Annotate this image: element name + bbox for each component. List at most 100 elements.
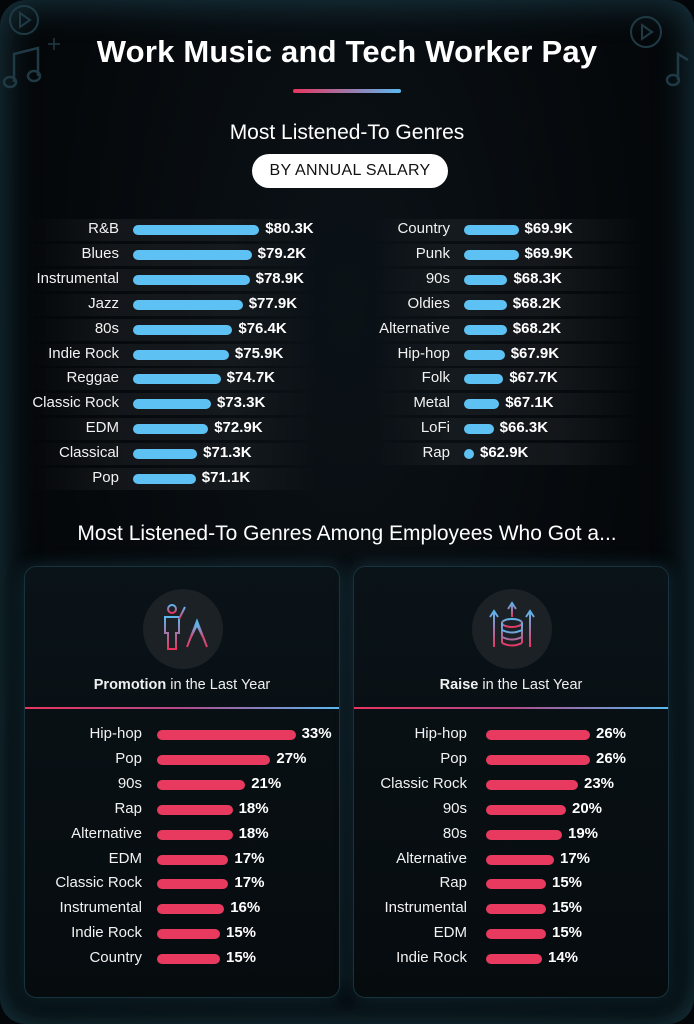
salary-row: Blues $79.2K xyxy=(28,243,318,266)
genre-label: Jazz xyxy=(88,294,119,312)
row-background xyxy=(372,318,644,341)
salary-bar xyxy=(133,449,198,460)
salary-bar xyxy=(464,249,519,260)
row-background xyxy=(372,343,644,366)
row-background xyxy=(372,393,644,416)
genre-label: Instrumental xyxy=(36,269,119,287)
genre-label: 90s xyxy=(117,774,142,792)
percent-bar xyxy=(486,929,546,940)
genre-label: Rap xyxy=(422,444,450,462)
genre-label: 80s xyxy=(94,319,119,337)
sparkle-icon xyxy=(48,38,60,50)
salary-value: $68.3K xyxy=(513,269,562,287)
percent-value: 33% xyxy=(301,725,332,742)
raise-divider xyxy=(354,707,668,709)
salary-bar xyxy=(464,449,474,460)
percent-bar xyxy=(157,804,233,815)
percent-value: 21% xyxy=(251,774,282,792)
salary-bar xyxy=(133,374,221,385)
genre-label: Indie Rock xyxy=(48,344,119,362)
percent-bar xyxy=(157,904,225,915)
genre-label: Hip-hop xyxy=(397,344,450,362)
salary-row: Pop $71.1K xyxy=(28,468,318,490)
percent-value: 19% xyxy=(568,824,599,842)
salary-pill: BY ANNUAL SALARY xyxy=(252,154,448,188)
genre-label: Rap xyxy=(114,799,142,817)
genre-label: Classical xyxy=(58,444,119,462)
salary-row: Alternative $68.2K xyxy=(372,318,644,341)
genre-label: Country xyxy=(397,220,450,237)
salary-value: $62.9K xyxy=(480,444,529,462)
salary-bar xyxy=(133,424,209,435)
salary-bar xyxy=(133,324,233,335)
salary-bar xyxy=(464,299,507,310)
salary-row: Oldies $68.2K xyxy=(372,293,644,316)
play-circle-icon xyxy=(9,5,39,35)
percent-bar xyxy=(486,730,590,740)
music-note-icon xyxy=(2,46,42,89)
genre-label: Alternative xyxy=(396,849,467,867)
percent-bar xyxy=(486,904,546,915)
title-underline xyxy=(293,89,401,93)
row-background xyxy=(372,293,644,316)
genre-label: Oldies xyxy=(407,294,450,312)
genre-label: Alternative xyxy=(379,319,450,337)
genre-label: EDM xyxy=(85,419,119,437)
salary-bar xyxy=(133,474,196,484)
salary-value: $69.9K xyxy=(524,220,573,237)
salary-row: LoFi $66.3K xyxy=(372,418,644,441)
percent-bar xyxy=(157,854,229,865)
salary-bar xyxy=(464,424,494,435)
genre-label: Classic Rock xyxy=(55,874,142,892)
salary-value: $75.9K xyxy=(234,344,284,362)
music-note-icon-right xyxy=(665,51,689,87)
row-background xyxy=(372,268,644,291)
salary-value: $68.2K xyxy=(512,319,562,337)
percent-value: 23% xyxy=(584,774,615,792)
salary-bar xyxy=(464,324,507,335)
genre-label: Indie Rock xyxy=(396,949,467,967)
salary-value: $66.3K xyxy=(499,419,549,437)
salary-row: Metal $67.1K xyxy=(372,393,644,416)
genre-label: Classic Rock xyxy=(32,394,119,412)
salary-value: $80.3K xyxy=(265,220,314,237)
percent-bar xyxy=(157,879,229,890)
salary-value: $78.9K xyxy=(255,269,304,287)
genre-label: EDM xyxy=(433,924,467,942)
percent-value: 15% xyxy=(226,949,257,967)
page-title: Work Music and Tech Worker Pay xyxy=(96,34,598,69)
salary-row: Instrumental $78.9K xyxy=(28,268,318,291)
salary-value: $73.3K xyxy=(216,394,266,412)
salary-row: 90s $68.3K xyxy=(372,268,644,291)
percent-bar xyxy=(157,929,220,940)
salary-row: Classical $71.3K xyxy=(28,443,318,466)
percent-value: 15% xyxy=(552,899,583,917)
genre-label: Instrumental xyxy=(384,899,467,917)
percent-value: 18% xyxy=(238,799,269,817)
salary-value: $67.7K xyxy=(509,369,558,387)
genre-label: Pop xyxy=(92,469,119,486)
genre-label: 90s xyxy=(442,799,467,817)
percent-value: 16% xyxy=(230,899,261,917)
salary-row: Classic Rock $73.3K xyxy=(28,393,318,416)
genre-label: Indie Rock xyxy=(71,924,142,942)
salary-row: Hip-hop $67.9K xyxy=(372,343,644,366)
genre-label: LoFi xyxy=(420,419,450,437)
percent-bar xyxy=(486,954,542,965)
percent-bar xyxy=(157,829,233,840)
genre-label: Pop xyxy=(440,749,467,767)
salary-bar xyxy=(133,399,211,410)
salary-bar xyxy=(464,225,519,235)
salary-row: Reggae $74.7K xyxy=(28,368,318,391)
percent-value: 15% xyxy=(226,924,257,942)
genre-label: Folk xyxy=(421,369,450,387)
salary-value: $76.4K xyxy=(238,319,287,337)
percent-bar xyxy=(157,779,246,790)
salary-value: $68.2K xyxy=(512,294,562,312)
promotion-caption: Promotion in the Last Year xyxy=(93,677,271,693)
percent-bar xyxy=(486,804,566,815)
percent-value: 15% xyxy=(552,874,583,892)
raise-card: Raise in the Last Year Hip-hop 26% Pop 26% C… xyxy=(353,566,669,998)
salary-value: $69.9K xyxy=(524,244,573,262)
percent-bar xyxy=(486,879,546,890)
